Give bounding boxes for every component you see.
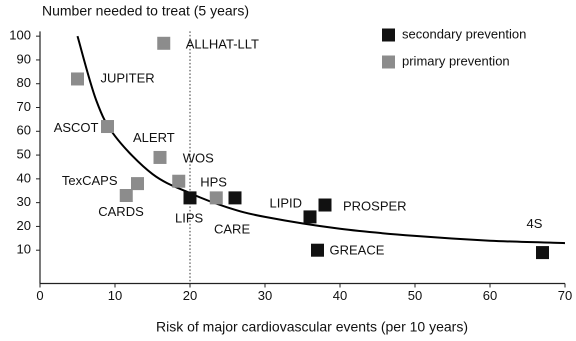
- x-tick-label: 20: [183, 288, 197, 303]
- y-tick-label: 30: [17, 194, 31, 209]
- y-tick-label: 60: [17, 123, 31, 138]
- y-tick-label: 90: [17, 51, 31, 66]
- point-label: 4S: [527, 216, 543, 231]
- point-label: HPS: [200, 174, 227, 189]
- y-tick-label: 80: [17, 75, 31, 90]
- point: [172, 174, 186, 188]
- point-label: ALERT: [133, 130, 175, 145]
- x-tick-label: 60: [483, 288, 497, 303]
- point: [153, 150, 167, 164]
- y-tick-label: 70: [17, 99, 31, 114]
- point-label: PROSPER: [343, 198, 407, 213]
- point-label: LIPS: [175, 210, 204, 225]
- y-tick-label: 20: [17, 218, 31, 233]
- point: [209, 191, 223, 205]
- legend-swatch: [382, 28, 395, 42]
- point-label: ALLHAT-LLT: [186, 37, 259, 52]
- x-tick-label: 40: [333, 288, 347, 303]
- point-label: LIPID: [269, 195, 302, 210]
- point: [157, 36, 171, 50]
- point-label: CARE: [214, 221, 250, 236]
- x-tick-label: 10: [108, 288, 122, 303]
- y-tick-label: 50: [17, 147, 31, 162]
- point: [131, 177, 144, 191]
- point: [228, 191, 242, 205]
- legend-swatch: [382, 55, 395, 69]
- x-tick-label: 0: [36, 288, 43, 303]
- point: [183, 191, 197, 205]
- point: [536, 246, 549, 260]
- x-tick-label: 70: [558, 288, 572, 303]
- point-label: WOS: [183, 151, 214, 166]
- legend-label: primary prevention: [402, 53, 510, 68]
- point: [318, 198, 332, 212]
- point-label: ASCOT: [54, 120, 99, 135]
- x-tick-label: 30: [258, 288, 272, 303]
- legend-label: secondary prevention: [402, 26, 526, 41]
- point: [71, 72, 84, 86]
- point: [303, 210, 317, 224]
- x-tick-label: 50: [408, 288, 422, 303]
- point: [311, 243, 324, 257]
- point: [101, 120, 114, 134]
- x-axis-title: Risk of major cardiovascular events (per…: [156, 319, 468, 335]
- y-tick-label: 10: [17, 242, 31, 257]
- point-label: GREACE: [330, 243, 385, 258]
- point-label: JUPITER: [101, 70, 155, 85]
- point-label: TexCAPS: [62, 173, 118, 188]
- y-tick-label: 100: [9, 28, 31, 43]
- point-label: CARDS: [98, 204, 144, 219]
- y-tick-label: 40: [17, 170, 31, 185]
- y-axis-title: Number needed to treat (5 years): [42, 3, 249, 19]
- point: [119, 189, 133, 203]
